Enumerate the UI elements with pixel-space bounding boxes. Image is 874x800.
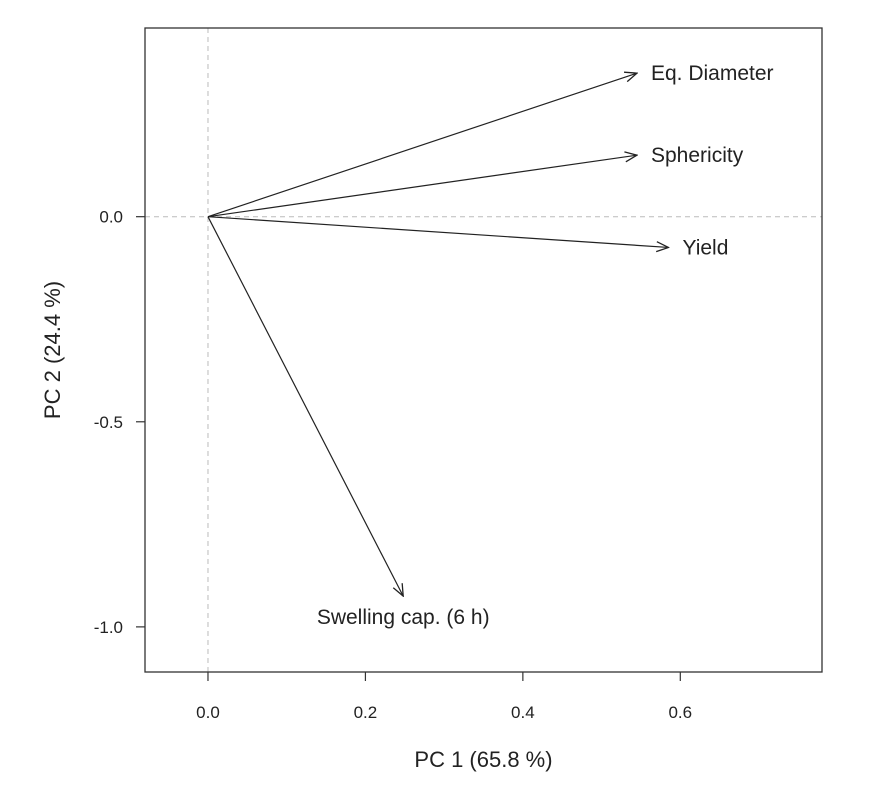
x-tick-label: 0.4 (511, 703, 535, 722)
y-tick-label: -1.0 (94, 618, 123, 637)
x-tick-label: 0.0 (196, 703, 220, 722)
x-tick-label: 0.2 (354, 703, 378, 722)
vector-label: Sphericity (651, 144, 744, 167)
vector-label: Eq. Diameter (651, 62, 774, 85)
loading-vectors: Eq. Diameter Sphericity Yield Swelling cap.… (207, 62, 774, 629)
y-tick-label: -0.5 (94, 413, 123, 432)
loading-arrow (207, 216, 669, 248)
loading-arrow (207, 73, 637, 218)
y-axis-title: PC 2 (24.4 %) (40, 281, 65, 419)
x-axis-title: PC 1 (65.8 %) (414, 747, 552, 772)
y-tick-label: 0.0 (99, 208, 123, 227)
vector-label: Swelling cap. (6 h) (317, 606, 490, 629)
loading-arrow (207, 155, 637, 218)
plot-frame (144, 27, 823, 673)
vector-label: Yield (682, 236, 728, 259)
x-axis: 0.0 0.2 0.4 0.6 (196, 672, 692, 722)
loading-arrow (207, 216, 403, 596)
reference-lines (145, 28, 822, 672)
y-axis: 0.0 -0.5 -1.0 (94, 208, 145, 637)
x-tick-label: 0.6 (668, 703, 692, 722)
